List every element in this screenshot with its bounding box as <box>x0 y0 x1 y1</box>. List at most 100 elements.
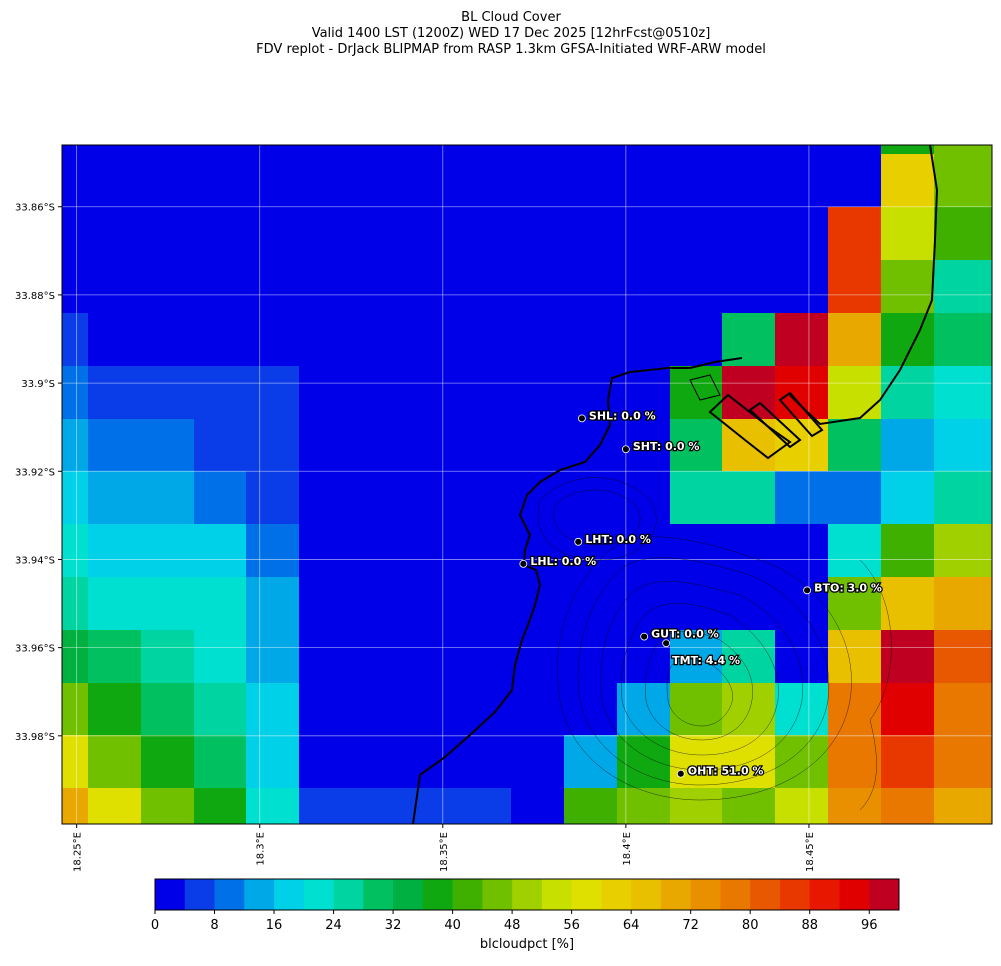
station-marker <box>574 537 583 546</box>
cell <box>828 313 881 366</box>
cell <box>62 145 88 154</box>
cell <box>775 577 828 630</box>
cell <box>88 524 141 577</box>
cell <box>934 154 992 207</box>
cell <box>934 735 992 788</box>
cell <box>722 735 775 788</box>
terrain-contours <box>412 145 939 824</box>
cell <box>934 260 992 313</box>
cell <box>881 577 934 630</box>
cell <box>617 154 670 207</box>
cell <box>352 207 405 260</box>
cell <box>62 260 88 313</box>
map-frame <box>61 144 993 825</box>
cell <box>299 735 352 788</box>
cell <box>141 630 194 683</box>
cell <box>62 735 88 788</box>
cell <box>775 630 828 683</box>
cell <box>458 154 511 207</box>
cell <box>352 788 405 824</box>
cell <box>62 524 88 577</box>
cell <box>934 419 992 471</box>
cell <box>141 683 194 735</box>
cell <box>246 313 299 366</box>
x-tick-label: 18.45°E <box>805 832 816 872</box>
cell <box>934 207 992 260</box>
cell <box>722 788 775 824</box>
cell <box>881 735 934 788</box>
cell <box>194 260 246 313</box>
cell <box>88 471 141 524</box>
cell <box>141 154 194 207</box>
y-tick-label: 33.9°S <box>21 379 55 390</box>
cell <box>246 735 299 788</box>
colorbar-bin <box>214 879 245 910</box>
cell <box>62 313 88 366</box>
cell <box>88 630 141 683</box>
colorbar-bin <box>660 879 692 910</box>
cell <box>564 630 617 683</box>
cell <box>141 313 194 366</box>
cell <box>352 154 405 207</box>
cell <box>458 683 511 735</box>
cell <box>511 788 564 824</box>
x-tick-label: 18.4°E <box>622 832 633 866</box>
y-tick-label: 33.88°S <box>15 291 55 302</box>
cell <box>722 577 775 630</box>
x-tick-label: 18.25°E <box>73 832 84 872</box>
cell <box>934 313 992 366</box>
cell <box>617 683 670 735</box>
cell <box>246 524 299 577</box>
cell <box>299 260 352 313</box>
colorbar-bin <box>869 879 900 910</box>
y-tick-label: 33.86°S <box>15 203 55 214</box>
cell <box>194 630 246 683</box>
y-tick-label: 33.98°S <box>15 732 55 743</box>
cell <box>352 260 405 313</box>
colorbar-tick-label: 48 <box>504 918 521 933</box>
cell <box>775 260 828 313</box>
cell <box>88 207 141 260</box>
cell <box>141 260 194 313</box>
cell <box>246 577 299 630</box>
cell <box>934 630 992 683</box>
cell <box>194 154 246 207</box>
cell <box>141 366 194 419</box>
cell <box>62 683 88 735</box>
cell <box>458 366 511 419</box>
cell <box>881 419 934 471</box>
cell <box>246 366 299 419</box>
colorbar-tick-label: 0 <box>151 918 159 933</box>
cell <box>458 630 511 683</box>
cell <box>881 154 934 207</box>
cell <box>722 471 775 524</box>
cell <box>299 419 352 471</box>
cell <box>62 788 88 824</box>
cell <box>141 471 194 524</box>
cell <box>246 788 299 824</box>
cell <box>722 630 775 683</box>
cell <box>352 735 405 788</box>
colorbar-bin <box>750 879 781 910</box>
cell <box>775 683 828 735</box>
cell <box>670 313 722 366</box>
colorbar-bin <box>303 879 335 910</box>
cell <box>722 524 775 577</box>
colorbar-bin <box>571 879 602 910</box>
cell <box>141 524 194 577</box>
station-layer: SHL: 0.0 % SHT: 0.0 % LHT: 0.0 % LHL: 0.0 %… <box>519 408 883 779</box>
cell <box>299 366 352 419</box>
colorbar-tick-label: 72 <box>682 918 699 933</box>
colorbar-bin <box>363 879 394 910</box>
cell <box>934 471 992 524</box>
cell <box>88 683 141 735</box>
cell <box>88 735 141 788</box>
cell <box>670 145 722 154</box>
cell <box>722 683 775 735</box>
cell <box>299 788 352 824</box>
station-label: TMT: 4.4 % <box>672 654 740 667</box>
cell <box>934 366 992 419</box>
cell <box>828 735 881 788</box>
cell <box>828 524 881 577</box>
cell <box>246 260 299 313</box>
